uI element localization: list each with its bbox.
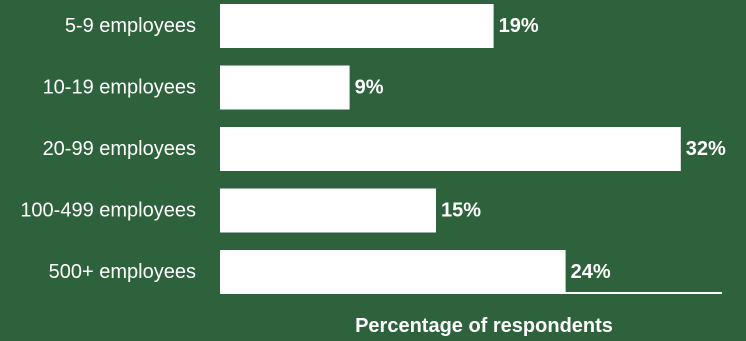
value-label: 15% xyxy=(441,200,481,222)
category-label: 100-499 employees xyxy=(20,200,196,222)
value-label: 19% xyxy=(499,15,539,37)
category-label: 10-19 employees xyxy=(43,77,196,99)
bar xyxy=(220,188,436,233)
value-label: 24% xyxy=(571,261,611,283)
value-label: 32% xyxy=(686,138,726,160)
bar xyxy=(220,250,566,294)
category-label: 5-9 employees xyxy=(65,15,196,37)
category-label: 500+ employees xyxy=(49,261,196,283)
bar xyxy=(220,127,681,171)
category-label: 20-99 employees xyxy=(43,138,196,160)
bar xyxy=(220,4,494,48)
bar xyxy=(220,65,350,110)
bars-group: 5-9 employees 19% 10-19 employees 9% 20-99 e… xyxy=(20,4,726,294)
value-label: 9% xyxy=(355,77,384,99)
x-axis-title: Percentage of respondents xyxy=(355,315,613,337)
